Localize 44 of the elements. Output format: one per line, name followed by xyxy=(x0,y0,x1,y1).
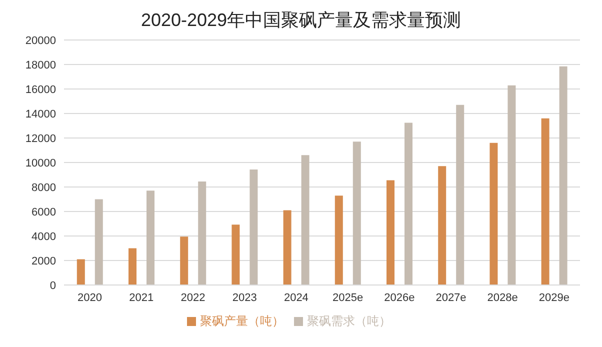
bar xyxy=(232,224,240,285)
x-tick-label: 2025e xyxy=(332,292,364,304)
y-tick-label: 6000 xyxy=(32,206,56,218)
bar xyxy=(508,85,516,285)
bar xyxy=(180,236,188,285)
bar xyxy=(198,181,206,285)
y-tick-label: 12000 xyxy=(25,132,56,145)
x-tick-label: 2024 xyxy=(284,292,308,304)
legend-label: 聚砜产量（吨） xyxy=(200,314,284,328)
chart-title: 2020-2029年中国聚砜产量及需求量预测 xyxy=(140,9,462,32)
bar xyxy=(301,155,310,285)
bar xyxy=(456,104,464,285)
y-tick-label: 18000 xyxy=(25,59,56,72)
bar xyxy=(334,196,343,285)
legend-label: 聚砜需求（吨） xyxy=(307,314,391,328)
y-tick-label: 14000 xyxy=(25,108,56,120)
y-tick-label: 0 xyxy=(50,280,56,292)
y-tick-label: 2000 xyxy=(32,255,56,268)
x-tick-label: 2023 xyxy=(232,292,257,304)
y-tick-label: 20000 xyxy=(25,34,56,47)
bar xyxy=(128,248,136,285)
x-tick-label: 2021 xyxy=(129,292,154,304)
x-tick-label: 2027e xyxy=(436,292,466,304)
bar xyxy=(559,66,568,285)
bar xyxy=(541,118,550,285)
bar xyxy=(404,122,412,285)
x-tick-label: 2029e xyxy=(538,292,570,304)
bar xyxy=(76,259,85,285)
y-tick-label: 4000 xyxy=(32,230,56,243)
y-tick-label: 8000 xyxy=(32,182,56,194)
bar xyxy=(250,169,258,285)
x-tick-label: 2028e xyxy=(487,292,518,304)
bar xyxy=(146,190,154,285)
x-tick-label: 2022 xyxy=(180,292,206,304)
bar xyxy=(352,142,361,285)
bar xyxy=(386,180,394,285)
bar xyxy=(283,210,292,285)
x-tick-label: 2020 xyxy=(78,292,102,304)
bar xyxy=(490,142,498,285)
y-tick-label: 16000 xyxy=(25,84,56,96)
x-tick-label: 2026e xyxy=(384,292,415,304)
bar xyxy=(438,166,446,285)
y-tick-label: 10000 xyxy=(25,157,56,170)
bar xyxy=(94,199,103,285)
